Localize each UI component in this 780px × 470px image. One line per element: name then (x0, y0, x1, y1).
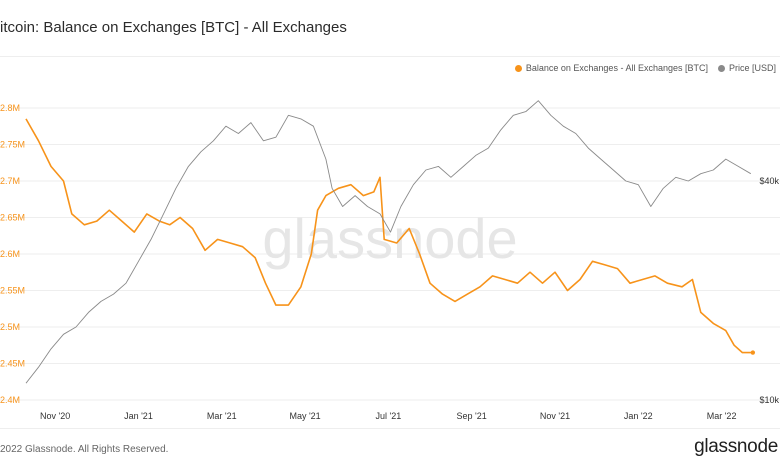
x-tick-label: Nov '20 (40, 411, 70, 421)
legend-dot-price (717, 64, 725, 72)
y-right-tick-label: $10k (759, 395, 779, 405)
legend-item-balance[interactable]: Balance on Exchanges - All Exchanges [BT… (514, 63, 708, 73)
y-tick-label: 2.7M (0, 176, 20, 186)
series-layer (25, 100, 756, 384)
y-tick-label: 2.6M (0, 249, 20, 259)
y-tick-label: 2.5M (0, 322, 20, 332)
y-tick-label: 2.55M (0, 286, 25, 296)
copyright-notice: 2022 Glassnode. All Rights Reserved. (0, 444, 169, 455)
x-tick-label: Mar '22 (707, 411, 737, 421)
legend-label-balance: Balance on Exchanges - All Exchanges [BT… (525, 63, 708, 73)
x-tick-label: Jul '21 (376, 411, 402, 421)
axis-layer: 2.8M 2.75M 2.7M 2.65M 2.6M 2.55M 2.5M 2.45M 2.4M… (0, 103, 779, 421)
watermark: glassnode (262, 207, 517, 270)
chart-title: itcoin: Balance on Exchanges [BTC] - All… (0, 19, 347, 36)
series-line-balance[interactable] (25, 118, 753, 354)
y-tick-label: 2.4M (0, 395, 20, 405)
y-tick-label: 2.8M (0, 103, 20, 113)
brand-logo: glassnode (694, 436, 778, 457)
chart-legend: Balance on Exchanges - All Exchanges [BT… (514, 63, 776, 73)
legend-label-price: Price [USD] (728, 63, 776, 73)
x-tick-label: May '21 (289, 411, 320, 421)
y-tick-label: 2.75M (0, 140, 25, 150)
y-tick-label: 2.45M (0, 359, 25, 369)
footer-divider (0, 428, 780, 429)
x-tick-label: Mar '21 (207, 411, 237, 421)
legend-item-price[interactable]: Price [USD] (717, 63, 776, 73)
x-tick-label: Sep '21 (457, 411, 487, 421)
title-divider (0, 56, 780, 57)
x-tick-label: Jan '22 (624, 411, 653, 421)
legend-dot-balance (514, 64, 522, 72)
y-right-tick-label: $40k (759, 176, 779, 186)
x-tick-label: Jan '21 (124, 411, 153, 421)
y-tick-label: 2.65M (0, 213, 25, 223)
x-tick-label: Nov '21 (540, 411, 570, 421)
grid-layer (0, 107, 780, 401)
series-end-marker (750, 350, 756, 355)
series-line-price[interactable] (25, 100, 752, 384)
